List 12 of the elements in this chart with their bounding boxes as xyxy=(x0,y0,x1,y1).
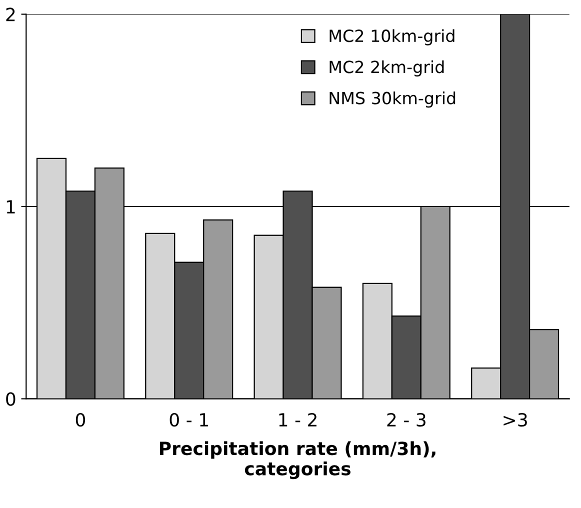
legend-label: NMS 30km-grid xyxy=(330,91,456,108)
x-tick-label: 0 xyxy=(76,412,86,427)
x-axis-title: Precipitation rate (mm/3h), categories xyxy=(160,441,436,480)
legend-label: MC2 10km-grid xyxy=(330,29,454,46)
x-tick-label: 2 - 3 xyxy=(387,412,426,427)
x-tick-label: >3 xyxy=(504,412,527,427)
x-tick-label: 0 - 1 xyxy=(170,412,208,427)
y-tick-label: 2 xyxy=(6,8,15,22)
x-tick-label: 1 - 2 xyxy=(279,412,316,426)
legend-label: MC2 2km-grid xyxy=(330,60,444,76)
y-tick-label: 1 xyxy=(6,200,15,214)
y-tick-label: 0 xyxy=(6,392,16,406)
